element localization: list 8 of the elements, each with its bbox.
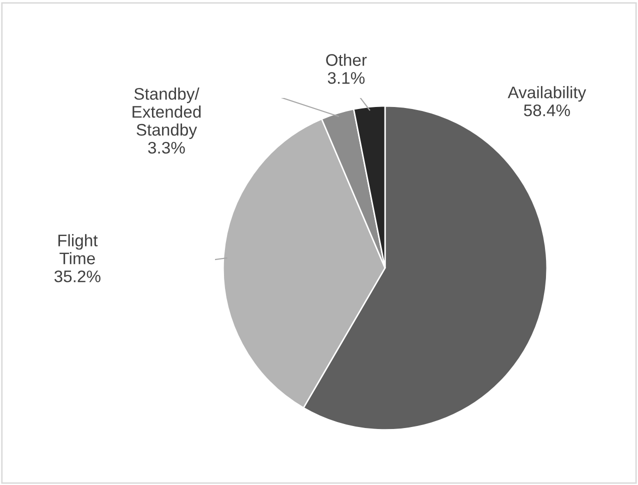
data-label: 35.2% bbox=[54, 270, 100, 282]
slice-label: Availability bbox=[508, 86, 586, 102]
slice-label: Flight Time bbox=[58, 234, 98, 264]
data-label: 3.1% bbox=[328, 72, 365, 84]
data-label: 3.3% bbox=[148, 142, 185, 154]
slice-label: Other bbox=[326, 54, 367, 66]
data-label: 58.4% bbox=[524, 104, 570, 116]
slice-label: Standby/ Extended Standby bbox=[132, 88, 201, 139]
